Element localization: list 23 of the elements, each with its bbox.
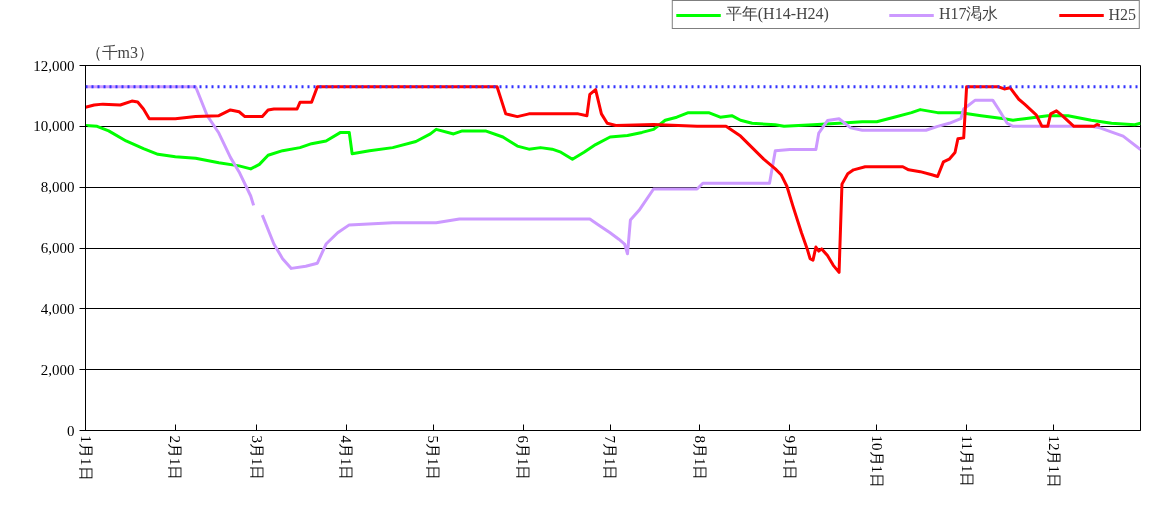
y-axis-title: （千m3） [85, 43, 154, 61]
x-tick-label: 10月1日 [868, 435, 885, 488]
legend-label: 平年(H14-H24) [725, 4, 829, 25]
x-tick-label: 7月1日 [602, 435, 619, 481]
x-tick-label: 9月1日 [781, 435, 798, 481]
y-tick-label: 6,000 [40, 240, 75, 256]
legend-label: H17渇水 [938, 4, 999, 24]
x-tick-label: 8月1日 [691, 435, 708, 481]
x-tick-label: 12月1日 [1045, 435, 1062, 488]
legend-label: H25 [1108, 5, 1136, 24]
y-tick-label: 12,000 [33, 57, 75, 74]
y-tick-label: 4,000 [40, 300, 75, 317]
x-tick-label: 3月1日 [248, 435, 265, 481]
y-tick-label: 2,000 [40, 361, 75, 378]
x-tick-label: 1月1日 [77, 435, 94, 481]
x-tick-label: 5月1日 [425, 435, 442, 481]
y-tick-label: 0 [67, 422, 75, 439]
y-tick-label: 8,000 [40, 179, 75, 196]
x-tick-label: 4月1日 [338, 435, 355, 481]
x-tick-label: 2月1日 [167, 435, 184, 481]
x-tick-label: 11月1日 [958, 435, 975, 488]
x-tick-label: 6月1日 [515, 435, 532, 481]
y-tick-label: 10,000 [33, 118, 75, 135]
